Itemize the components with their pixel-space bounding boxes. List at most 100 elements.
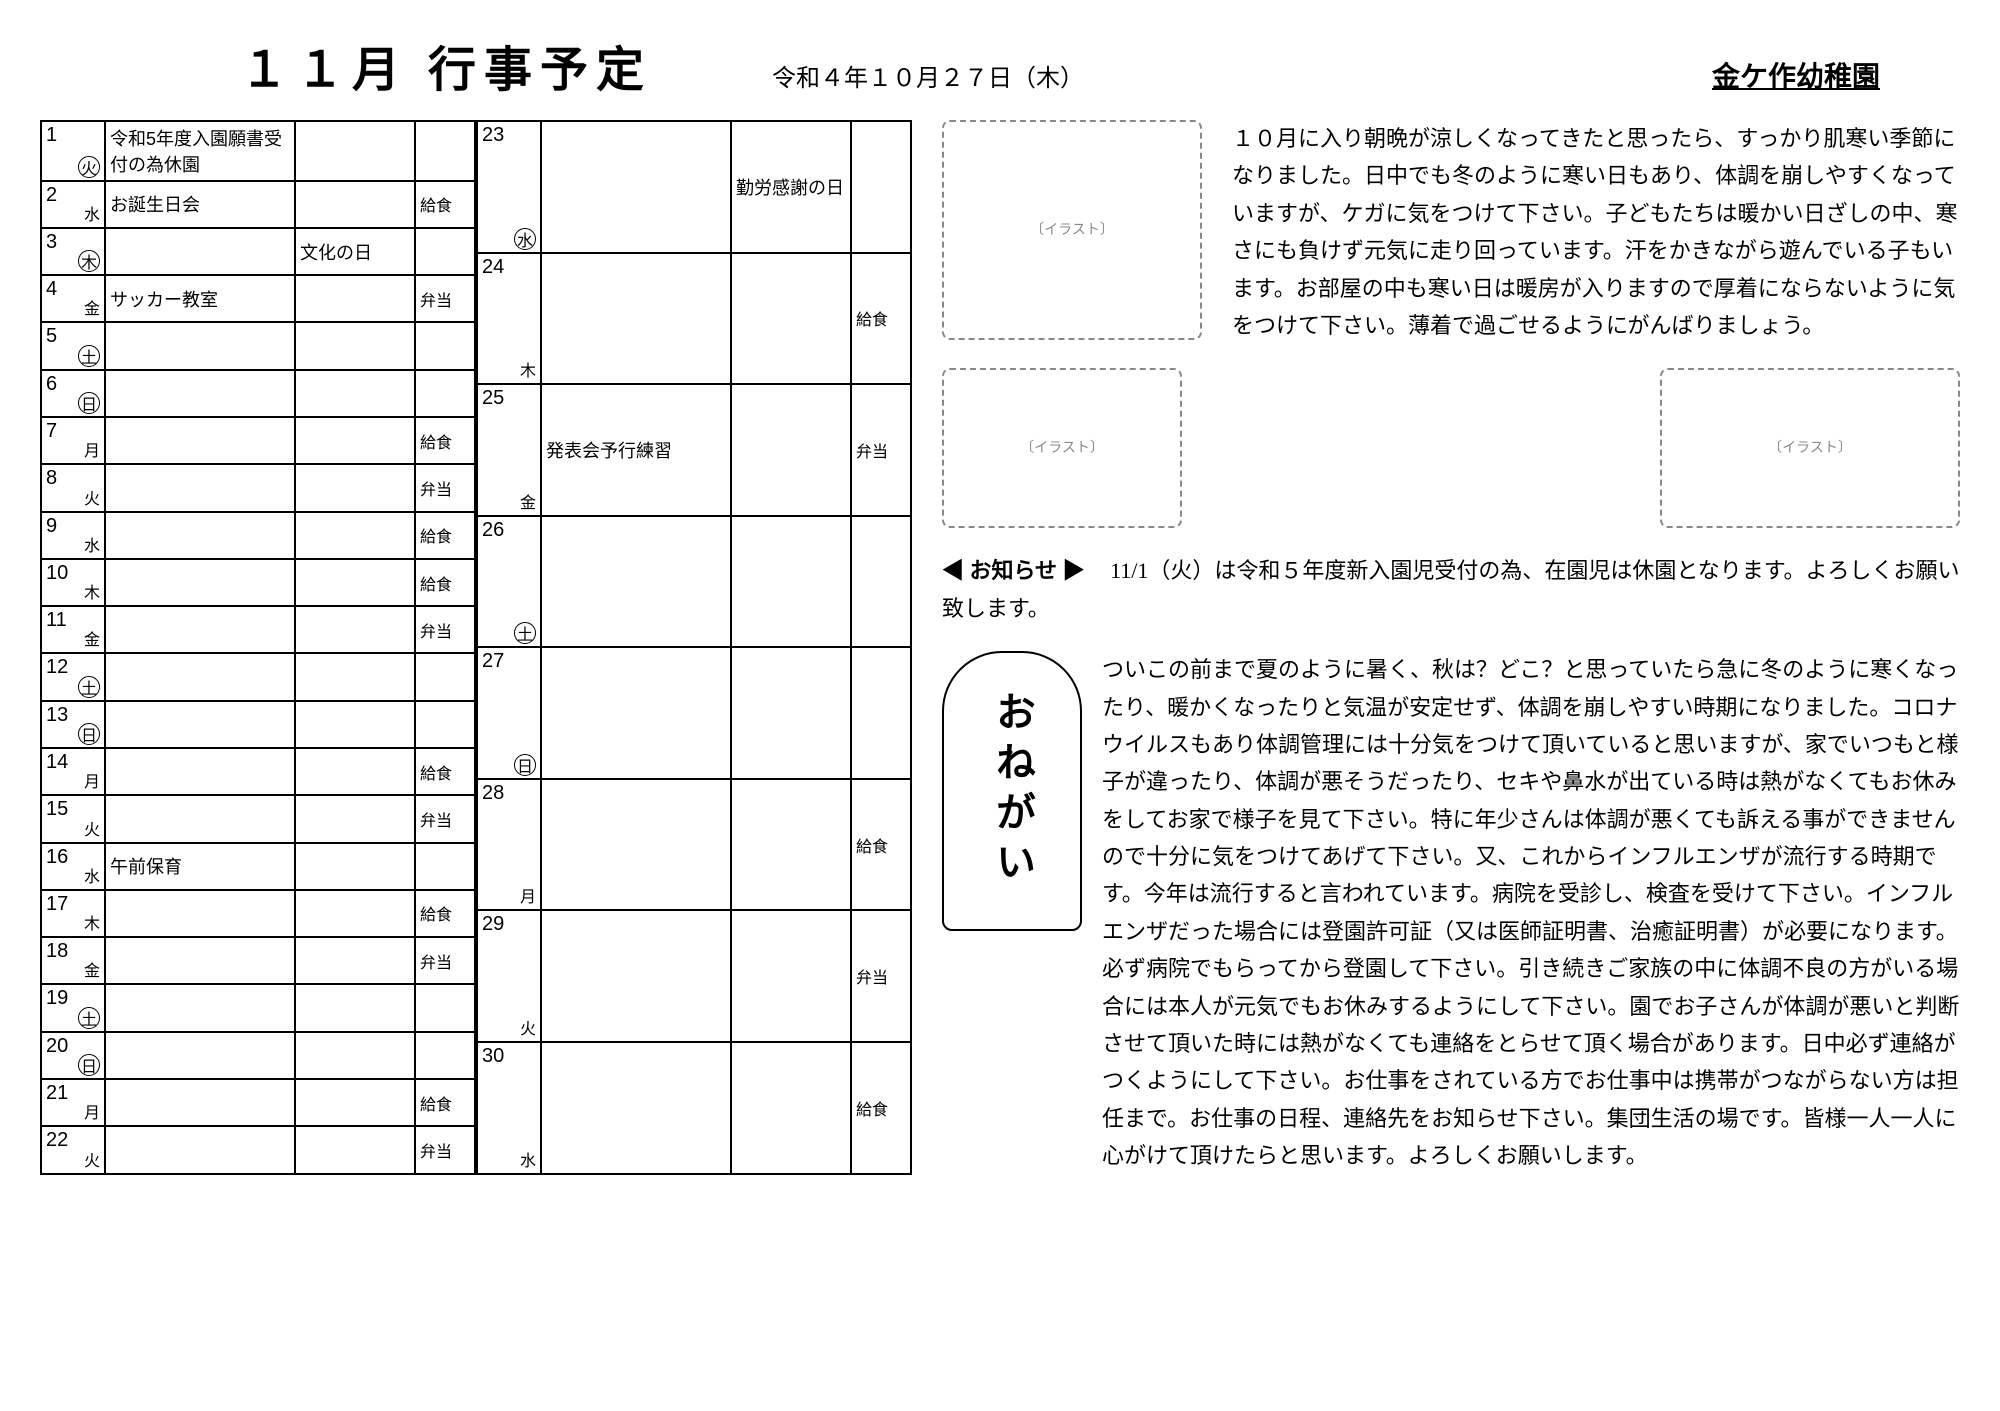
day-cell: 22火: [41, 1126, 105, 1173]
day-of-week: 木: [84, 910, 100, 934]
day-of-week: 火: [84, 1147, 100, 1171]
event-cell: [105, 937, 295, 984]
date-issued: 令和４年１０月２７日（木）: [772, 58, 1084, 93]
day-cell: 23水: [477, 121, 541, 253]
calendar-row: 28月 給食: [477, 779, 911, 911]
event-cell: [105, 322, 295, 369]
page-title: １１月 行事予定: [240, 30, 652, 100]
note-cell: [731, 910, 851, 1042]
event-cell: [541, 647, 731, 779]
meal-cell: [415, 370, 475, 417]
notice-tag: ◀ お知らせ ▶: [942, 558, 1085, 583]
meal-cell: [851, 121, 911, 253]
meal-cell: 弁当: [851, 910, 911, 1042]
day-number: 28: [482, 782, 504, 805]
day-of-week: 日: [514, 754, 536, 776]
day-of-week: 日: [78, 1054, 100, 1076]
day-number: 17: [46, 893, 68, 916]
children-illustration: 〔イラスト〕: [942, 120, 1202, 340]
event-cell: [105, 1079, 295, 1126]
event-cell: [105, 890, 295, 937]
event-cell: [541, 516, 731, 648]
meal-cell: [415, 1032, 475, 1079]
calendar-row: 21月給食: [41, 1079, 475, 1126]
calendar-row: 22火 弁当: [41, 1126, 475, 1173]
meal-cell: 弁当: [415, 937, 475, 984]
meal-cell: 弁当: [415, 606, 475, 653]
onegai-box: おねがい: [942, 651, 1082, 931]
day-cell: 8火: [41, 464, 105, 511]
note-cell: [295, 275, 415, 322]
day-cell: 28月: [477, 779, 541, 911]
day-number: 21: [46, 1082, 68, 1105]
day-number: 26: [482, 519, 504, 542]
day-cell: 12土: [41, 653, 105, 700]
event-cell: [105, 417, 295, 464]
day-cell: 10木: [41, 559, 105, 606]
day-number: 15: [46, 798, 68, 821]
day-cell: 13日: [41, 701, 105, 748]
day-cell: 6日: [41, 370, 105, 417]
day-cell: 15火: [41, 795, 105, 842]
day-cell: 5土: [41, 322, 105, 369]
meal-cell: [851, 516, 911, 648]
day-of-week: 金: [84, 957, 100, 981]
meal-cell: 弁当: [415, 275, 475, 322]
day-cell: 25 金: [477, 384, 541, 516]
calendar-row: 12土: [41, 653, 475, 700]
paragraph-1: １０月に入り朝晩が涼しくなってきたと思ったら、すっかり肌寒い季節になりました。日…: [1232, 120, 1960, 344]
day-cell: 1火: [41, 121, 105, 181]
calendar-row: 8火弁当: [41, 464, 475, 511]
day-cell: 9水: [41, 512, 105, 559]
meal-cell: [415, 701, 475, 748]
day-cell: 14月: [41, 748, 105, 795]
day-number: 23: [482, 124, 504, 147]
school-name: 金ケ作幼稚園: [1712, 55, 1880, 95]
calendar-row: 25金発表会予行練習弁当: [477, 384, 911, 516]
day-of-week: 月: [84, 1099, 100, 1123]
day-of-week: 火: [78, 156, 100, 178]
meal-cell: 給食: [851, 779, 911, 911]
craft-illustration: 〔イラスト〕: [1660, 368, 1960, 528]
day-of-week: 金: [520, 489, 536, 513]
event-cell: 午前保育: [105, 843, 295, 890]
day-cell: 18 金: [41, 937, 105, 984]
day-of-week: 木: [78, 250, 100, 272]
note-cell: [295, 984, 415, 1031]
meal-cell: 給食: [415, 748, 475, 795]
calendar-row: 10木 給食: [41, 559, 475, 606]
meal-cell: 給食: [851, 253, 911, 385]
meal-cell: 給食: [851, 1042, 911, 1174]
calendar-row: 26土: [477, 516, 911, 648]
meal-cell: 給食: [415, 559, 475, 606]
meal-cell: 給食: [415, 512, 475, 559]
note-cell: [295, 1079, 415, 1126]
day-number: 25: [482, 387, 504, 410]
day-number: 7: [46, 420, 57, 443]
calendar-row: 30水給食: [477, 1042, 911, 1174]
calendar-row: 15火弁当: [41, 795, 475, 842]
calendar-row: 23水 勤労感謝の日: [477, 121, 911, 253]
meal-cell: [415, 843, 475, 890]
event-cell: 令和5年度入園願書受付の為休園: [105, 121, 295, 181]
day-number: 10: [46, 562, 68, 585]
day-number: 12: [46, 656, 68, 679]
day-cell: 11金: [41, 606, 105, 653]
day-cell: 16水: [41, 843, 105, 890]
note-cell: 勤労感謝の日: [731, 121, 851, 253]
note-cell: [295, 795, 415, 842]
meal-cell: 給食: [415, 417, 475, 464]
calendar-row: 14月 給食: [41, 748, 475, 795]
day-of-week: 日: [78, 392, 100, 414]
event-cell: [541, 121, 731, 253]
note-cell: [295, 559, 415, 606]
meal-cell: [851, 647, 911, 779]
note-cell: [295, 370, 415, 417]
note-cell: [295, 417, 415, 464]
calendar-row: 5土: [41, 322, 475, 369]
event-cell: [105, 228, 295, 275]
calendar-row: 19土: [41, 984, 475, 1031]
meal-cell: 弁当: [415, 1126, 475, 1173]
day-number: 18: [46, 940, 68, 963]
note-cell: [295, 890, 415, 937]
